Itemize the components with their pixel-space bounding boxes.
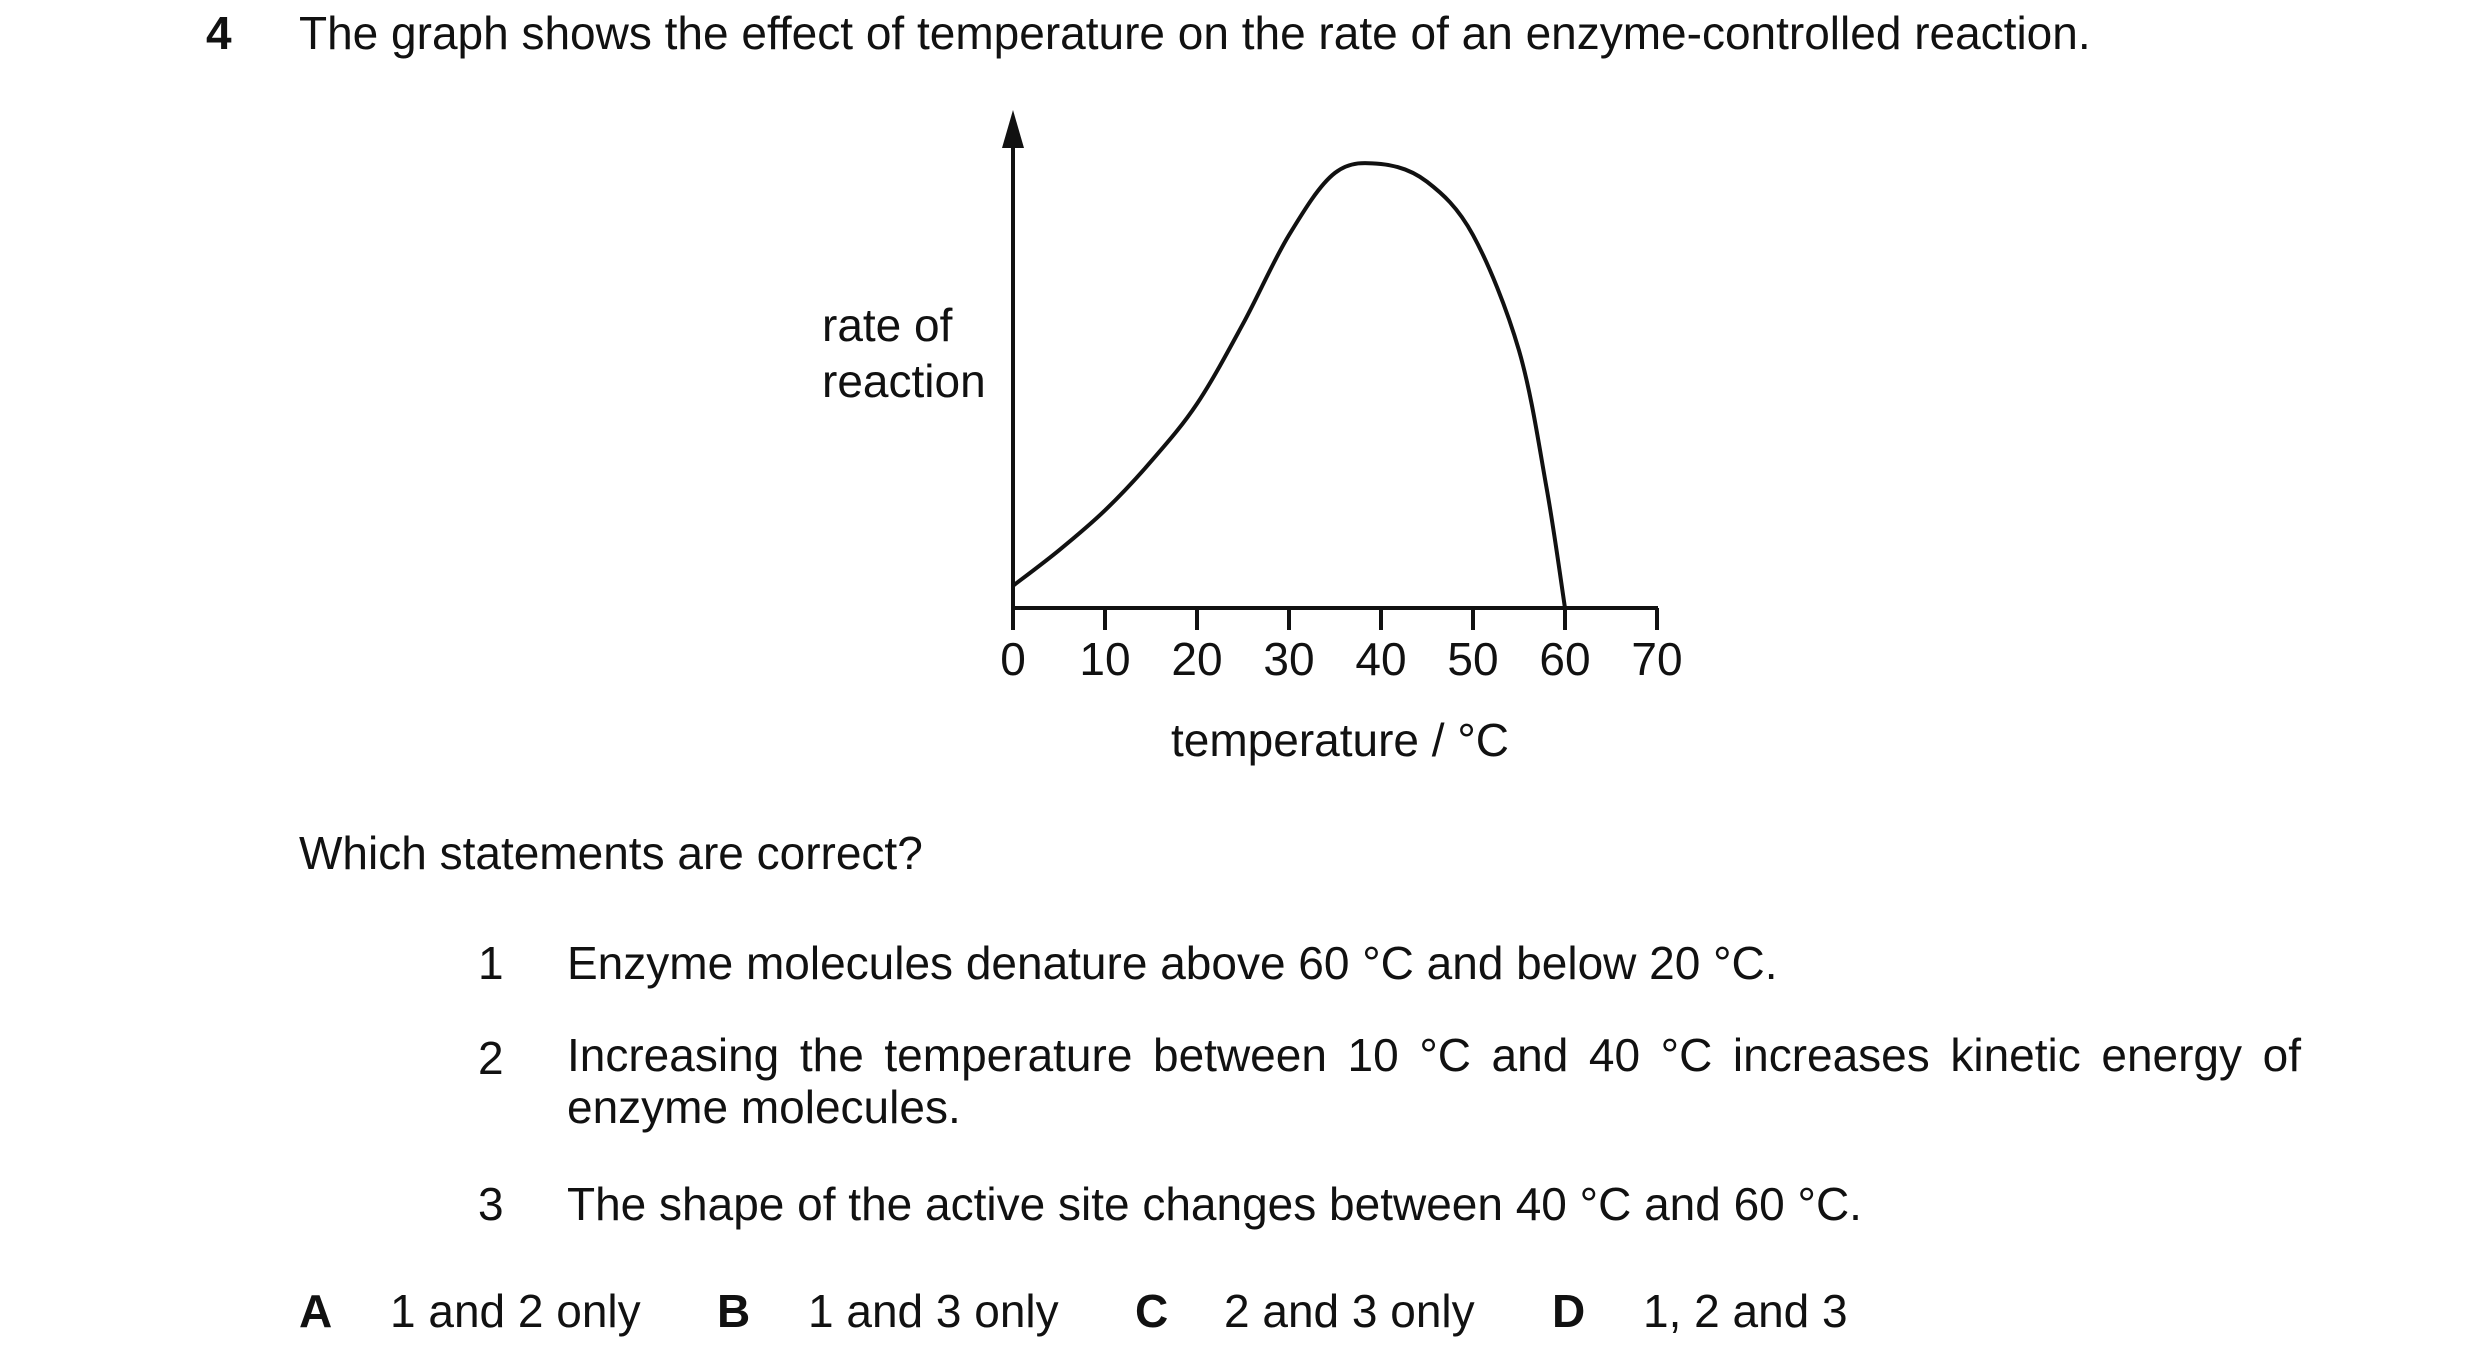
x-tick-label-70: 70 bbox=[1631, 633, 1682, 685]
statement-2-text: Increasing the temperature between 10 °C… bbox=[567, 1029, 2301, 1133]
option-c-text[interactable]: 2 and 3 only bbox=[1224, 1285, 1475, 1337]
statement-1-number: 1 bbox=[478, 937, 504, 989]
rate-curve bbox=[1011, 161, 1567, 609]
x-tick-label-40: 40 bbox=[1355, 633, 1406, 685]
statement-2-text-line2: enzyme molecules. bbox=[567, 1081, 961, 1133]
x-tick-label-60: 60 bbox=[1539, 633, 1590, 685]
x-tick-label-10: 10 bbox=[1079, 633, 1130, 685]
question-prompt: Which statements are correct? bbox=[299, 827, 923, 879]
option-a-text[interactable]: 1 and 2 only bbox=[390, 1285, 641, 1337]
y-axis-label-line1: rate of bbox=[822, 299, 953, 351]
y-axis-arrowhead bbox=[1002, 110, 1024, 148]
x-axis-ticks bbox=[1011, 608, 1659, 630]
option-a-letter[interactable]: A bbox=[299, 1285, 333, 1337]
x-axis-tick-labels: 0 10 20 30 40 50 60 70 bbox=[1000, 633, 1682, 685]
option-c-letter[interactable]: C bbox=[1135, 1285, 1169, 1337]
question-stem: The graph shows the effect of temperatur… bbox=[299, 7, 2091, 59]
x-axis-label: temperature / °C bbox=[1171, 714, 1509, 766]
statement-3-text: The shape of the active site changes bet… bbox=[567, 1178, 1862, 1230]
option-b-text[interactable]: 1 and 3 only bbox=[808, 1285, 1059, 1337]
statement-2-text-line1: Increasing the temperature between 10 °C… bbox=[567, 1029, 2301, 1081]
x-tick-label-0: 0 bbox=[1000, 633, 1026, 685]
statement-3-number: 3 bbox=[478, 1178, 504, 1230]
y-axis-label-line2: reaction bbox=[822, 355, 986, 407]
x-tick-label-20: 20 bbox=[1171, 633, 1222, 685]
x-tick-label-50: 50 bbox=[1447, 633, 1498, 685]
statement-2-number: 2 bbox=[478, 1032, 504, 1084]
statement-1-text: Enzyme molecules denature above 60 °C an… bbox=[567, 937, 1778, 989]
option-d-text[interactable]: 1, 2 and 3 bbox=[1643, 1285, 1848, 1337]
question-number: 4 bbox=[206, 7, 232, 59]
option-b-letter[interactable]: B bbox=[717, 1285, 751, 1337]
x-tick-label-30: 30 bbox=[1263, 633, 1314, 685]
option-d-letter[interactable]: D bbox=[1552, 1285, 1586, 1337]
enzyme-rate-graph: 0 10 20 30 40 50 60 70 rate of reaction tempera… bbox=[822, 110, 1683, 766]
